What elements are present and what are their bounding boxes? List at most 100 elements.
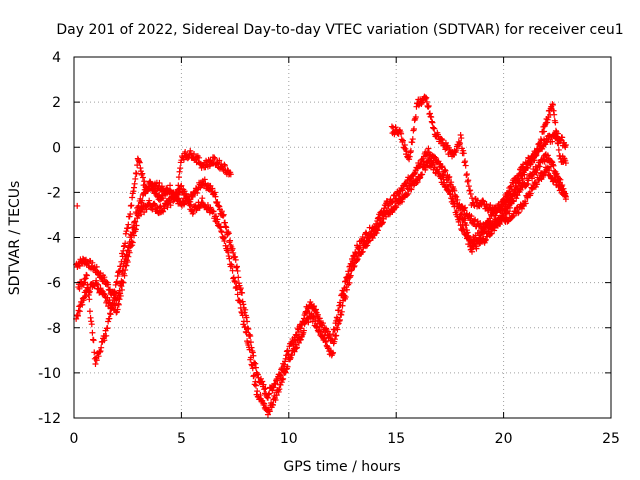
data-point-series-2-342 <box>288 351 295 358</box>
data-point-series-2-6 <box>76 308 83 315</box>
data-point-series-3-224 <box>216 157 223 164</box>
data-point-series-5-119 <box>532 183 539 190</box>
data-point-series-4-117 <box>460 150 467 157</box>
data-point-series-3-70 <box>119 250 126 257</box>
data-point-series-1-105 <box>139 197 146 204</box>
data-point-series-1-604 <box>454 196 461 203</box>
data-point-series-1-298 <box>261 386 268 393</box>
data-point-series-4-240 <box>538 137 545 144</box>
data-point-series-1-304 <box>264 394 271 401</box>
data-point-series-3-56 <box>110 297 117 304</box>
data-point-series-1-276 <box>247 333 254 340</box>
x-tick-label-2: 10 <box>280 431 298 447</box>
data-point-series-1-255 <box>233 263 240 270</box>
data-point-series-1-590 <box>445 174 452 181</box>
data-point-series-3-170 <box>182 148 189 155</box>
data-point-series-2-322 <box>276 386 283 393</box>
data-point-series-5-138 <box>544 164 551 171</box>
data-point-series-2-648 <box>482 237 489 244</box>
data-point-series-2-150 <box>167 202 174 209</box>
data-point-series-2-418 <box>336 316 343 323</box>
data-point-series-3-19 <box>86 308 93 315</box>
data-point-series-2-350 <box>294 344 301 351</box>
data-point-series-1-599 <box>451 187 458 194</box>
data-point-series-4-153 <box>483 201 490 208</box>
data-point-series-4-127 <box>467 187 474 194</box>
data-point-series-4-67 <box>430 124 437 131</box>
data-point-series-2-732 <box>535 162 542 169</box>
data-point-series-2-386 <box>316 323 323 330</box>
data-point-series-3-233 <box>222 162 229 169</box>
x-axis-label: GPS time / hours <box>283 459 400 475</box>
data-point-series-5-21 <box>470 217 477 224</box>
data-point-series-2-174 <box>182 190 189 197</box>
data-point-series-2-415 <box>335 321 342 328</box>
data-point-series-1-594 <box>448 179 455 186</box>
data-point-series-2-264 <box>239 312 246 319</box>
data-point-series-3-68 <box>117 263 124 270</box>
data-point-series-2-414 <box>334 326 341 333</box>
data-point-series-2-600 <box>451 200 458 207</box>
data-point-series-2-756 <box>550 162 557 169</box>
data-point-series-4-120 <box>462 162 469 169</box>
data-point-series-3-99 <box>137 165 144 172</box>
data-point-series-4-261 <box>551 111 558 118</box>
data-point-series-2-72 <box>118 283 125 290</box>
data-point-series-3-62 <box>113 278 120 285</box>
data-point-series-2-292 <box>257 392 264 399</box>
data-point-series-2-704 <box>517 187 524 194</box>
data-point-series-1-353 <box>295 328 302 335</box>
data-point-series-3-42 <box>101 337 108 344</box>
data-point-series-5-31 <box>477 220 484 227</box>
data-point-series-4-206 <box>517 180 524 187</box>
data-point-series-3-21 <box>88 318 95 325</box>
data-point-series-1-236 <box>221 219 228 226</box>
data-point-series-2-593 <box>447 191 454 198</box>
data-point-series-1-99 <box>135 203 142 210</box>
data-point-series-2-606 <box>455 218 462 225</box>
data-point-series-2-524 <box>403 192 410 199</box>
data-point-series-4-280 <box>562 160 569 167</box>
data-point-series-2-287 <box>254 388 261 395</box>
data-point-series-4-87 <box>442 146 449 153</box>
data-point-series-2-87 <box>127 243 134 250</box>
data-point-series-5-159 <box>557 182 564 189</box>
y-tick-label-0: -12 <box>38 411 61 427</box>
data-point-series-3-97 <box>136 158 143 165</box>
data-point-series-2-396 <box>323 338 330 345</box>
data-point-series-4-111 <box>457 140 464 147</box>
data-point-series-3-105 <box>141 178 148 185</box>
data-point-series-2-588 <box>444 184 451 191</box>
data-point-series-2-268 <box>242 323 249 330</box>
data-point-series-4-196 <box>510 189 517 196</box>
data-point-series-1-356 <box>297 325 304 332</box>
data-point-series-3-52 <box>107 311 114 318</box>
data-point-series-2-507 <box>393 204 400 211</box>
data-point-series-1-558 <box>425 145 432 152</box>
data-point-series-2-266 <box>240 318 247 325</box>
data-point-series-5-114 <box>529 184 536 191</box>
data-point-series-3-15 <box>84 281 91 288</box>
data-point-series-3-36 <box>97 348 104 355</box>
data-point-series-2-285 <box>252 382 259 389</box>
data-point-series-2-83 <box>125 253 132 260</box>
data-point-series-1-431 <box>345 268 352 275</box>
data-point-series-2-526 <box>405 190 412 197</box>
data-point-series-3-24 <box>90 336 97 343</box>
data-point-series-2-275 <box>246 346 253 353</box>
data-point-series-4-233 <box>534 145 541 152</box>
data-point-series-1-424 <box>340 287 347 294</box>
data-point-series-2-440 <box>350 263 357 270</box>
data-point-series-2-82 <box>124 259 131 266</box>
data-point-series-1-51 <box>105 281 112 288</box>
data-point-series-4-218 <box>524 165 531 172</box>
data-point-series-1-580 <box>439 163 446 170</box>
data-point-series-4-33 <box>409 139 416 146</box>
data-point-series-4-62 <box>426 110 433 117</box>
data-point-series-4-116 <box>460 147 467 154</box>
data-point-series-2-755 <box>549 161 556 168</box>
data-point-series-1-171 <box>180 201 187 208</box>
data-point-series-2-427 <box>342 294 349 301</box>
y-axis-label: SDTVAR / TECUs <box>7 181 23 296</box>
